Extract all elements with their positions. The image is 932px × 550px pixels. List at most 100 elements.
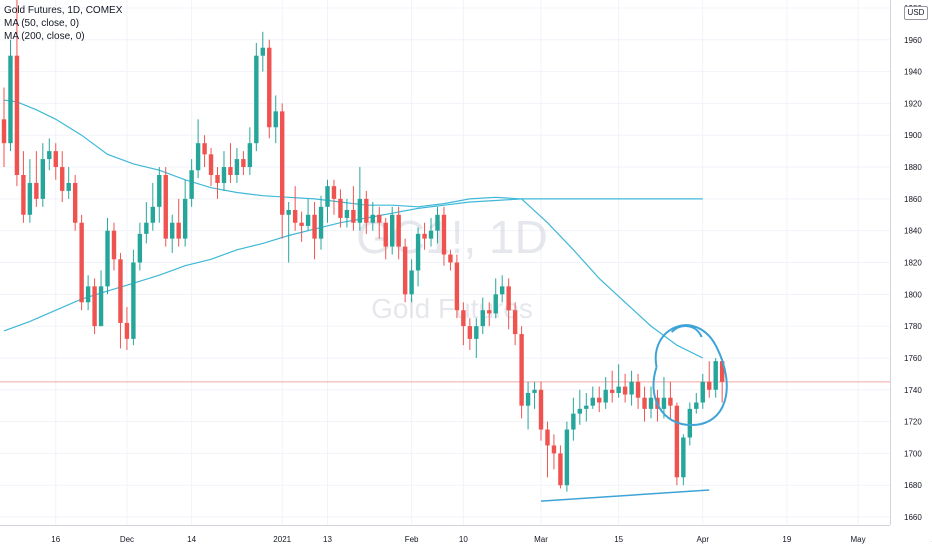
candle-body bbox=[707, 381, 712, 390]
candle-up bbox=[493, 278, 498, 319]
candle-body bbox=[34, 182, 39, 199]
candle-up bbox=[603, 377, 608, 409]
candle-body bbox=[713, 361, 718, 390]
candle-down bbox=[338, 189, 343, 228]
candle-body bbox=[92, 286, 97, 327]
candle-down bbox=[118, 252, 123, 349]
price-tick-label: 1720 bbox=[904, 418, 922, 427]
candle-down bbox=[241, 151, 246, 175]
candle-body bbox=[40, 159, 46, 199]
candle-body bbox=[694, 402, 699, 409]
candle-body bbox=[609, 389, 615, 393]
candle-up bbox=[525, 381, 531, 430]
candle-down bbox=[642, 386, 647, 422]
candle-body bbox=[124, 322, 130, 339]
candle-body bbox=[344, 210, 350, 218]
candle-body bbox=[480, 310, 485, 327]
candle-down bbox=[454, 254, 460, 319]
candle-up bbox=[661, 377, 667, 419]
price-axis[interactable]: 1660 1680 1700 1720 1740 1760 1780 1800 1820 1840… bbox=[890, 0, 932, 550]
candle-body bbox=[467, 326, 473, 339]
candle-body bbox=[85, 286, 91, 303]
candle-up bbox=[247, 127, 253, 175]
candle-down bbox=[597, 386, 602, 413]
candle-body bbox=[312, 214, 317, 239]
candle-up bbox=[144, 202, 149, 244]
candle-up bbox=[98, 270, 104, 327]
candle-body bbox=[635, 381, 641, 398]
candle-down bbox=[176, 198, 181, 247]
candle-down bbox=[60, 151, 65, 203]
candle-body bbox=[351, 210, 356, 223]
candle-up bbox=[681, 434, 686, 486]
candle-body bbox=[8, 55, 13, 144]
candle-body bbox=[577, 408, 583, 414]
candle-body bbox=[454, 262, 460, 311]
user-drawings[interactable] bbox=[540, 324, 728, 502]
candle-down bbox=[92, 278, 97, 335]
candle-body bbox=[415, 233, 421, 271]
candle-body bbox=[286, 210, 291, 215]
candle-down bbox=[331, 179, 337, 215]
candle-up bbox=[435, 206, 440, 244]
time-axis[interactable]: 16Dec14202113Feb10Mar15Apr19May17Ju bbox=[0, 525, 932, 550]
candle-up bbox=[694, 392, 699, 414]
candle-up bbox=[499, 275, 505, 303]
candle-body bbox=[493, 294, 498, 314]
candle-up bbox=[105, 217, 110, 295]
candle-up bbox=[254, 42, 259, 152]
price-axis-bg bbox=[890, 0, 932, 550]
candle-down bbox=[351, 186, 356, 231]
candle-body bbox=[370, 214, 375, 223]
candle-body bbox=[299, 222, 304, 226]
candle-body bbox=[525, 392, 531, 406]
candle-up bbox=[532, 381, 537, 409]
candle-down bbox=[441, 206, 447, 266]
candle-up bbox=[577, 389, 583, 425]
candle-body bbox=[648, 397, 654, 409]
candle-down bbox=[292, 186, 298, 231]
candle-body bbox=[461, 310, 466, 327]
candle-body bbox=[1, 119, 7, 144]
candle-body bbox=[681, 437, 686, 478]
candle-body bbox=[170, 222, 175, 239]
candle-up bbox=[428, 217, 434, 247]
candle-down bbox=[215, 167, 220, 199]
candle-body bbox=[157, 175, 162, 207]
candle-body bbox=[318, 206, 324, 239]
candle-body bbox=[247, 143, 253, 168]
time-tick-label: 14 bbox=[187, 535, 196, 544]
candle-body bbox=[364, 198, 369, 223]
price-tick-label: 1700 bbox=[904, 449, 922, 458]
time-tick-label: May bbox=[850, 535, 865, 544]
candle-body bbox=[280, 111, 285, 215]
candle-down bbox=[551, 434, 557, 470]
candle-down bbox=[609, 370, 615, 403]
candle-down bbox=[538, 381, 544, 441]
candle-body bbox=[616, 386, 621, 393]
candle-body bbox=[105, 230, 110, 287]
candle-up bbox=[8, 39, 13, 152]
candle-body bbox=[14, 55, 20, 175]
candle-body bbox=[111, 230, 117, 260]
candle-up bbox=[564, 421, 570, 492]
time-tick-label: 19 bbox=[782, 535, 791, 544]
candle-body bbox=[519, 334, 524, 406]
candle-body bbox=[435, 214, 440, 231]
candle-body bbox=[402, 246, 408, 295]
candle-up bbox=[584, 392, 589, 422]
candle-down bbox=[124, 307, 130, 350]
candle-down bbox=[674, 402, 680, 486]
candle-body bbox=[331, 186, 337, 199]
time-tick-label: 13 bbox=[323, 535, 332, 544]
candle-body bbox=[499, 286, 505, 295]
price-tick-label: 1760 bbox=[904, 354, 922, 363]
candle-body bbox=[532, 389, 537, 393]
currency-badge[interactable]: USD bbox=[904, 6, 928, 20]
candle-body bbox=[661, 397, 667, 409]
candle-up bbox=[390, 206, 395, 255]
candle-body bbox=[538, 389, 544, 430]
watermark-ticker: GC1!, 1D bbox=[356, 211, 548, 263]
candle-down bbox=[668, 381, 673, 419]
